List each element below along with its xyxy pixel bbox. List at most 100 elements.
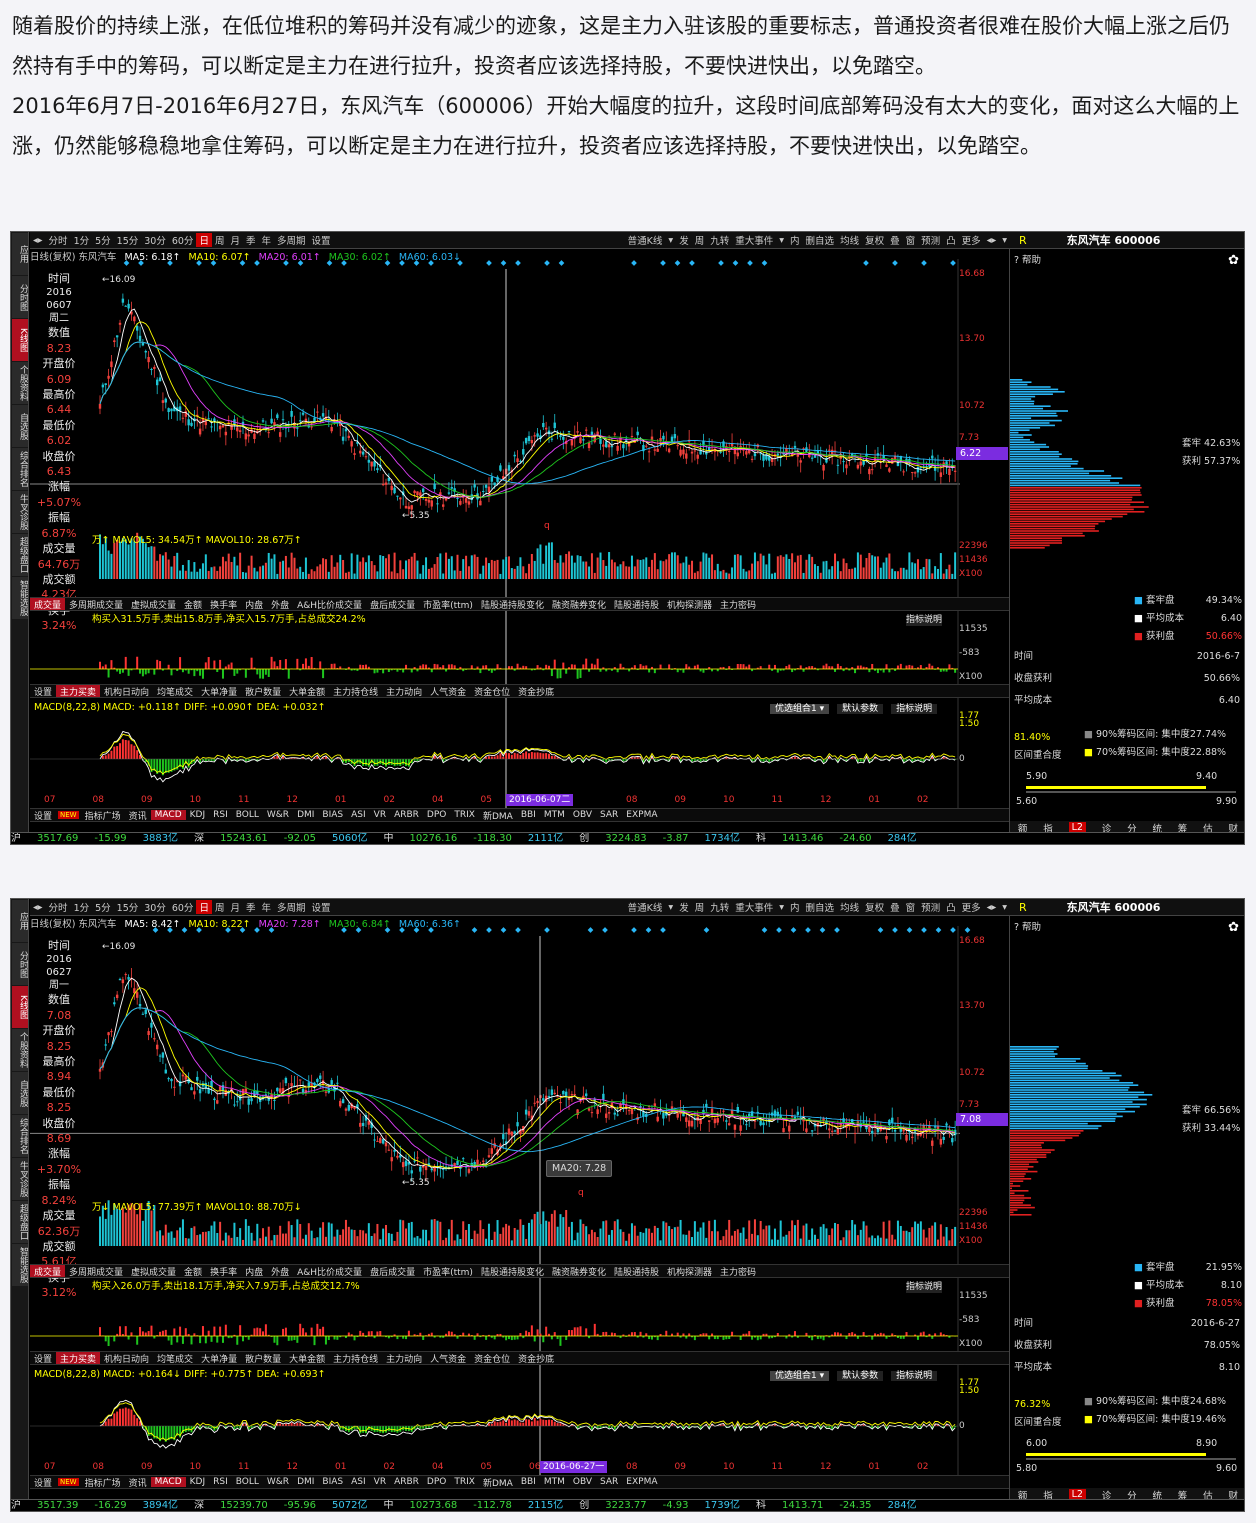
toolbar-item-15[interactable]: 更多 — [961, 236, 981, 247]
indicator-tab-5[interactable]: KDJ — [189, 1477, 206, 1487]
left-tab-1[interactable]: 分时图 — [12, 943, 28, 985]
indicator-tab-19[interactable]: OBV — [572, 1477, 592, 1487]
indicator-tab-18[interactable]: MTM — [543, 810, 565, 820]
indicator-help-1[interactable]: 指标说明 — [906, 1282, 943, 1293]
period-tab-5[interactable]: 60分 — [171, 903, 194, 914]
left-tab-7[interactable]: 超级盘口 — [12, 1201, 28, 1243]
indicator-tab-15[interactable]: TRIX — [454, 1477, 475, 1487]
period-tab-0[interactable]: 分时 — [48, 236, 68, 247]
macd-btn-2[interactable]: 指标说明 — [891, 1371, 938, 1381]
left-tab-6[interactable]: 牛叉诊股 — [12, 491, 28, 533]
period-tab-1[interactable]: 1分 — [73, 903, 90, 914]
toolbar-item-1[interactable]: ▾ — [668, 234, 674, 246]
right-tab-8[interactable]: 财 — [1228, 1490, 1238, 1502]
right-tab-3[interactable]: 诊 — [1101, 1490, 1112, 1502]
vol-tab-10[interactable]: 陆股通持股变化 — [480, 1267, 544, 1278]
period-tab-4[interactable]: 30分 — [144, 903, 166, 914]
macd-btn-0[interactable]: 优选组合1 ▾ — [770, 1371, 830, 1381]
indicator-tab-11[interactable]: ASI — [351, 1477, 366, 1487]
flow-tab-11[interactable]: 资金抄底 — [518, 687, 555, 698]
toolbar-arrow-icon[interactable]: ◂▸ — [33, 901, 43, 913]
left-tab-8[interactable]: 智能选股 — [12, 577, 28, 619]
period-tab-2[interactable]: 5分 — [95, 903, 111, 914]
vol-tab-6[interactable]: 外盘 — [271, 1267, 290, 1278]
vol-tab-5[interactable]: 内盘 — [245, 1267, 264, 1278]
period-tab-2[interactable]: 5分 — [95, 236, 111, 247]
toolbar-item-7[interactable]: 内 — [790, 236, 800, 247]
vol-tab-13[interactable]: 机构探测器 — [666, 1267, 712, 1278]
right-tab-0[interactable]: 额 — [1017, 823, 1028, 835]
indicator-tab-17[interactable]: BBI — [520, 1477, 536, 1487]
indicator-tab-17[interactable]: BBI — [520, 810, 536, 820]
toolbar-item-16[interactable]: ◂▸ — [986, 234, 997, 246]
flow-tab-4[interactable]: 大单净量 — [201, 1354, 238, 1365]
vol-tab-2[interactable]: 虚拟成交量 — [131, 600, 177, 611]
indicator-tab-0[interactable]: 设置 — [34, 811, 53, 822]
right-tab-6[interactable]: 筹 — [1177, 823, 1188, 835]
period-tab-3[interactable]: 15分 — [116, 903, 139, 914]
period-tab-9[interactable]: 季 — [245, 903, 256, 914]
indicator-tab-11[interactable]: ASI — [351, 810, 366, 820]
right-tab-1[interactable]: 指 — [1043, 1490, 1053, 1502]
toolbar-item-7[interactable]: 内 — [790, 903, 800, 914]
flow-tab-0[interactable]: 设置 — [34, 687, 53, 698]
indicator-tab-5[interactable]: KDJ — [189, 810, 206, 820]
vol-tab-5[interactable]: 内盘 — [245, 600, 264, 611]
flow-tab-5[interactable]: 散户数量 — [245, 1354, 282, 1365]
indicator-tab-3[interactable]: 资讯 — [128, 1478, 147, 1489]
vol-tab-8[interactable]: 盘后成交量 — [370, 600, 416, 611]
toolbar-item-5[interactable]: 重大事件 — [735, 236, 774, 247]
macd-btn-1[interactable]: 默认参数 — [837, 1371, 884, 1381]
toolbar-arrow-icon[interactable]: ◂▸ — [33, 234, 43, 246]
indicator-tab-2[interactable]: 指标广场 — [84, 811, 121, 822]
right-tab-1[interactable]: 指 — [1043, 823, 1053, 835]
flow-tab-7[interactable]: 主力持仓线 — [333, 1354, 379, 1365]
toolbar-item-11[interactable]: 叠 — [890, 236, 900, 247]
flow-tab-8[interactable]: 主力动向 — [386, 1354, 423, 1365]
vol-tab-3[interactable]: 金额 — [184, 600, 203, 611]
indicator-tab-18[interactable]: MTM — [543, 1477, 565, 1487]
period-tab-11[interactable]: 多周期 — [277, 903, 306, 914]
left-tab-3[interactable]: 个股资料 — [12, 1029, 28, 1071]
left-tab-4[interactable]: 自选股 — [12, 1072, 28, 1114]
flow-tab-6[interactable]: 大单金额 — [289, 687, 326, 698]
indicator-tab-20[interactable]: SAR — [600, 1477, 619, 1487]
toolbar-item-10[interactable]: 复权 — [865, 903, 885, 914]
flow-tab-1[interactable]: 主力买卖 — [56, 685, 101, 697]
flow-tab-4[interactable]: 大单净量 — [201, 687, 238, 698]
flow-tab-1[interactable]: 主力买卖 — [56, 1352, 101, 1364]
period-tab-10[interactable]: 年 — [261, 903, 272, 914]
right-tab-4[interactable]: 分 — [1127, 823, 1137, 835]
toolbar-item-3[interactable]: 周 — [694, 236, 705, 247]
period-tab-6[interactable]: 日 — [196, 233, 212, 247]
right-tab-8[interactable]: 财 — [1228, 823, 1238, 835]
right-tab-2[interactable]: L2 — [1068, 822, 1086, 833]
gear-icon[interactable]: ✿ — [1228, 253, 1239, 268]
period-tab-4[interactable]: 30分 — [144, 236, 166, 247]
indicator-tab-6[interactable]: RSI — [213, 1477, 228, 1487]
flow-tab-9[interactable]: 人气资金 — [430, 1354, 467, 1365]
toolbar-item-8[interactable]: 删自选 — [805, 236, 835, 247]
left-tab-7[interactable]: 超级盘口 — [12, 534, 28, 576]
flow-tab-3[interactable]: 均笔成交 — [157, 687, 194, 698]
left-tab-2[interactable]: K线图 — [12, 319, 28, 361]
vol-tab-2[interactable]: 虚拟成交量 — [131, 1267, 177, 1278]
left-tab-6[interactable]: 牛叉诊股 — [12, 1158, 28, 1200]
toolbar-item-9[interactable]: 均线 — [840, 236, 860, 247]
left-tab-5[interactable]: 综合排名 — [12, 448, 28, 490]
toolbar-item-14[interactable]: 凸 — [946, 903, 956, 914]
flow-tab-3[interactable]: 均笔成交 — [157, 1354, 194, 1365]
vol-tab-10[interactable]: 陆股通持股变化 — [480, 600, 544, 611]
toolbar-item-0[interactable]: 普通K线 — [627, 903, 663, 914]
indicator-help-1[interactable]: 指标说明 — [906, 615, 943, 626]
vol-tab-13[interactable]: 机构探测器 — [666, 600, 712, 611]
period-tab-8[interactable]: 月 — [230, 236, 240, 247]
period-tab-9[interactable]: 季 — [245, 236, 256, 247]
left-tab-3[interactable]: 个股资料 — [12, 362, 28, 404]
vol-tab-4[interactable]: 换手率 — [210, 600, 238, 611]
period-tab-1[interactable]: 1分 — [73, 236, 90, 247]
macd-btn-0[interactable]: 优选组合1 ▾ — [770, 704, 830, 714]
period-tab-8[interactable]: 月 — [230, 903, 240, 914]
toolbar-item-4[interactable]: 九转 — [710, 236, 730, 247]
indicator-tab-13[interactable]: ARBR — [394, 1477, 419, 1487]
